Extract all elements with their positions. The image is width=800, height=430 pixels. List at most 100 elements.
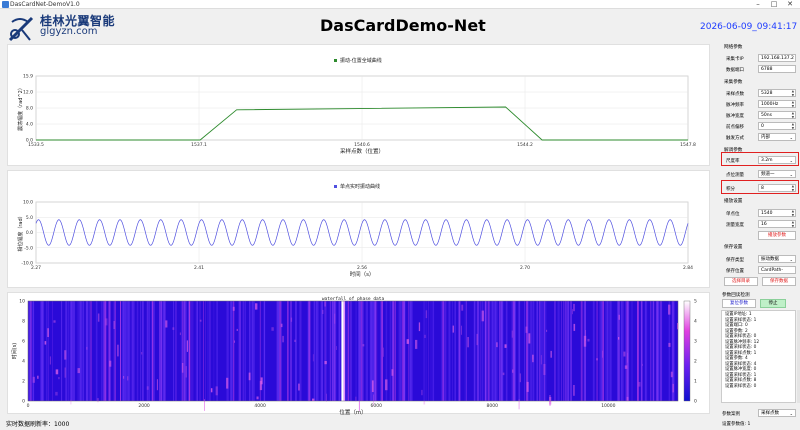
heatmap-bright-stripe [341,301,344,401]
heatmap-streak [183,301,185,401]
heatmap-streak [433,301,435,401]
spin-arrows-icon[interactable]: ▲ ▼ [791,209,794,217]
heatmap-streak [195,301,197,401]
heatmap-streak [409,301,411,401]
y-tick-label: 4.0 [26,122,33,128]
heatmap-streak [518,301,521,401]
heatmap-streak [505,301,508,401]
heatmap-streak [96,301,98,401]
heatmap-streak [502,301,504,401]
heatmap-streak [513,301,515,401]
trigger-select[interactable]: 内部 ⌄ [758,133,796,141]
offset-spinbox[interactable]: 0 ▲ ▼ [758,122,796,130]
save-path-input[interactable]: CardPath-Demo [758,266,796,274]
heatmap-bright-stripe [343,301,346,401]
close-icon[interactable]: ✕ [787,0,793,8]
heatmap-speckle [64,367,66,378]
heatmap-streak [568,301,570,401]
y-tick-label: 0.0 [26,230,33,236]
readback-line: 设置采样状态: 4 [725,361,757,367]
wave-width-spinbox[interactable]: 16 ▲ ▼ [758,220,796,228]
heatmap-streak [345,301,347,401]
reset-params-button[interactable]: 复位参数 [722,299,756,308]
heatmap-streak [249,301,251,401]
data-type-select[interactable]: 频道一 ⌄ [758,170,796,178]
heatmap-streak [175,301,177,401]
points-spinbox[interactable]: 5328 ▲ ▼ [758,89,796,97]
heatmap-streak [376,301,378,401]
heatmap-streak [160,301,163,401]
y-tick-label: 6 [22,339,25,345]
readback-line: 设置采样状态: 0 [725,334,757,339]
heatmap-streak [151,301,153,401]
heatmap-streak [184,301,186,401]
x-axis-label: 采样点数（位置） [340,147,384,155]
heatmap-streak [481,301,484,401]
heatmap-streak [46,301,48,401]
spin-arrows-icon[interactable]: ▲ ▼ [791,184,794,192]
apply-display-button[interactable]: 播放参数 [758,231,796,240]
minimize-icon[interactable]: – [756,0,760,8]
heatmap-streak [231,301,233,401]
heatmap-streak [226,301,229,401]
stop-button[interactable]: 停止 [760,299,786,308]
heatmap-streak [277,301,280,401]
choose-directory-button[interactable]: 选择目录 [724,277,758,286]
heatmap-streak [557,301,559,401]
save-data-button[interactable]: 保存数据 [762,277,796,286]
mode-label: 参数案例 [722,412,740,417]
heatmap-streak [627,301,630,401]
pulse-freq-spinbox[interactable]: 1000Hz ▲ ▼ [758,100,796,108]
heatmap-streak [263,301,265,401]
heatmap-streak [351,301,353,401]
legend-marker [334,59,337,62]
chart-title: 振动-位置全域曲线 [340,57,382,64]
heatmap-speckle [627,352,628,363]
heatmap-speckle [97,313,100,322]
spin-arrows-icon[interactable]: ▲ ▼ [791,220,794,228]
gauge-select[interactable]: 3.2m ⌄ [758,156,796,164]
heatmap-streak [606,301,608,401]
heatmap-streak [672,301,675,401]
heatmap-speckle [260,377,263,385]
chart-title: 单点实时振动曲线 [340,183,380,190]
heatmap-speckle [532,355,534,363]
heatmap-speckle [298,383,300,391]
count-spinbox[interactable]: 8 ▲ ▼ [758,184,796,192]
collect-section-title: 采集参数 [724,80,743,85]
spin-arrows-icon[interactable]: ▲ ▼ [791,111,794,119]
heatmap-streak [192,301,194,401]
heatmap-speckle [618,337,620,340]
pulse-width-spinbox[interactable]: 50ns ▲ ▼ [758,111,796,119]
fixed-pos-spinbox[interactable]: 1540 ▲ ▼ [758,209,796,217]
heatmap-streak [321,301,323,401]
heatmap-streak [300,301,302,401]
mode-select[interactable]: 采样点数 ⌄ [758,409,796,417]
heatmap-streak [365,301,367,401]
heatmap-streak [570,301,572,401]
heatmap-streak [476,301,478,401]
y-tick-label: 4 [22,359,25,365]
readback-section-title: 参数回读检测 [722,293,750,298]
spin-arrows-icon[interactable]: ▲ ▼ [791,100,794,108]
display-section-title: 播放设置 [724,199,743,204]
heatmap-streak [530,301,533,401]
spin-arrows-icon[interactable]: ▲ ▼ [791,122,794,130]
heatmap-speckle [179,332,181,336]
logo-chinese-name: 桂林光翼智能 [40,14,116,28]
heatmap-streak [355,301,357,401]
heatmap-streak [607,301,609,401]
readback-scrollbar[interactable] [797,310,800,403]
heatmap-speckle [355,396,357,402]
maximize-icon[interactable]: □ [770,0,778,8]
plot-frame [27,300,679,402]
heatmap-speckle [37,375,39,379]
y-tick-label: 8.0 [26,106,33,112]
ip-input[interactable]: 192.168.137.2 [758,54,796,62]
save-type-value: 振动数据 [761,257,779,262]
readback-line: 设置脉冲频率: 12 [725,339,760,345]
save-type-select[interactable]: 振动数据 ⌄ [758,255,796,263]
heatmap-streak [487,301,490,401]
spin-arrows-icon[interactable]: ▲ ▼ [791,89,794,97]
port-input[interactable]: 6788 [758,65,796,73]
